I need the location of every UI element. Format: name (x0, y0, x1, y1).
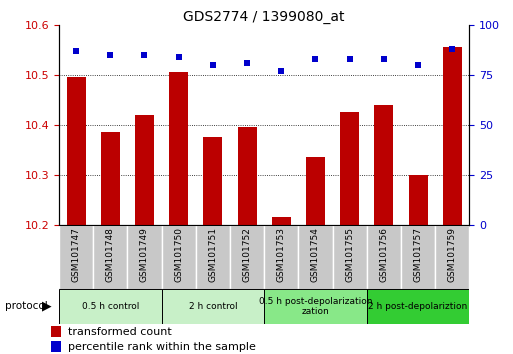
Text: 2 h control: 2 h control (189, 302, 237, 311)
Bar (93, 225, 127, 289)
Point (311, 56, 320, 62)
Bar (127, 225, 162, 289)
Bar (162, 225, 196, 289)
Text: protocol: protocol (5, 301, 48, 311)
Bar (50, 341, 62, 353)
Text: transformed count: transformed count (68, 327, 172, 337)
Bar (59, 289, 162, 324)
Bar (238, 127, 256, 225)
Text: 0.5 h control: 0.5 h control (82, 302, 139, 311)
Bar (443, 47, 462, 225)
Point (380, 56, 388, 62)
Text: 0.5 h post-depolarization
zation: 0.5 h post-depolarization zation (259, 297, 372, 316)
Bar (306, 157, 325, 225)
Title: GDS2774 / 1399080_at: GDS2774 / 1399080_at (184, 10, 345, 24)
Bar (135, 115, 154, 225)
Bar (409, 175, 427, 225)
Bar (162, 289, 264, 324)
Text: percentile rank within the sample: percentile rank within the sample (68, 342, 256, 352)
Text: GSM101750: GSM101750 (174, 227, 183, 282)
Text: GSM101759: GSM101759 (448, 227, 457, 282)
Bar (332, 225, 367, 289)
Text: GSM101753: GSM101753 (277, 227, 286, 282)
Text: ▶: ▶ (42, 300, 52, 313)
Bar (67, 77, 86, 225)
Bar (101, 132, 120, 225)
Point (209, 62, 217, 68)
Point (414, 62, 422, 68)
Point (277, 68, 285, 74)
Point (448, 46, 457, 52)
Bar (196, 225, 230, 289)
Text: GSM101756: GSM101756 (380, 227, 388, 282)
Text: GSM101755: GSM101755 (345, 227, 354, 282)
Text: GSM101749: GSM101749 (140, 227, 149, 281)
Point (141, 52, 149, 58)
Text: GSM101751: GSM101751 (208, 227, 218, 282)
Bar (401, 225, 435, 289)
Point (174, 54, 183, 59)
Bar (264, 225, 299, 289)
Point (72, 48, 80, 53)
Bar (59, 225, 93, 289)
Bar (374, 105, 393, 225)
Text: GSM101747: GSM101747 (72, 227, 81, 281)
Text: GSM101752: GSM101752 (243, 227, 251, 281)
Bar (340, 112, 359, 225)
Text: GSM101757: GSM101757 (413, 227, 423, 282)
Bar (230, 225, 264, 289)
Text: 2 h post-depolariztion: 2 h post-depolariztion (368, 302, 468, 311)
Point (106, 52, 114, 58)
Text: GSM101754: GSM101754 (311, 227, 320, 281)
Bar (204, 137, 222, 225)
Bar (169, 72, 188, 225)
Text: GSM101748: GSM101748 (106, 227, 115, 281)
Bar (272, 217, 291, 225)
Bar (367, 225, 401, 289)
Bar (50, 326, 62, 337)
Bar (299, 225, 332, 289)
Bar (264, 289, 367, 324)
Bar (367, 289, 469, 324)
Bar (435, 225, 469, 289)
Point (243, 60, 251, 65)
Point (346, 56, 354, 62)
